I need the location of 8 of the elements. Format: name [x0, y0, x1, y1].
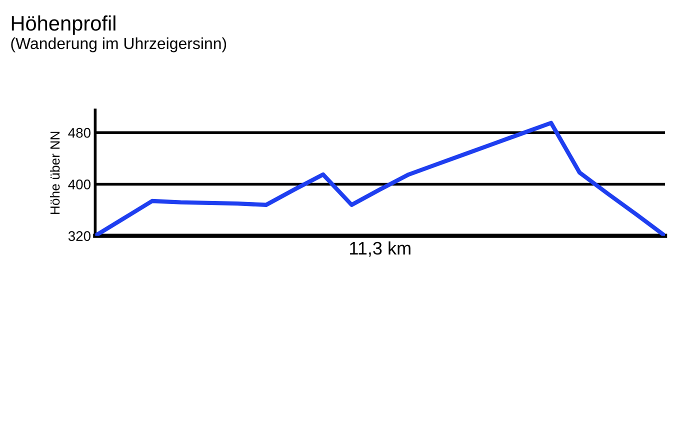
x-axis-title: 11,3 km: [350, 241, 410, 257]
chart-subtitle: (Wanderung im Uhrzeigersinn): [11, 37, 226, 52]
y-axis-title: Höhe über NN: [50, 132, 60, 214]
chart-title: Höhenprofil: [12, 15, 116, 35]
line-series: [95, 120, 666, 236]
y-tick-label: 480: [68, 128, 90, 138]
y-tick-label: 400: [68, 180, 90, 190]
y-tick-label: 320: [68, 231, 90, 242]
